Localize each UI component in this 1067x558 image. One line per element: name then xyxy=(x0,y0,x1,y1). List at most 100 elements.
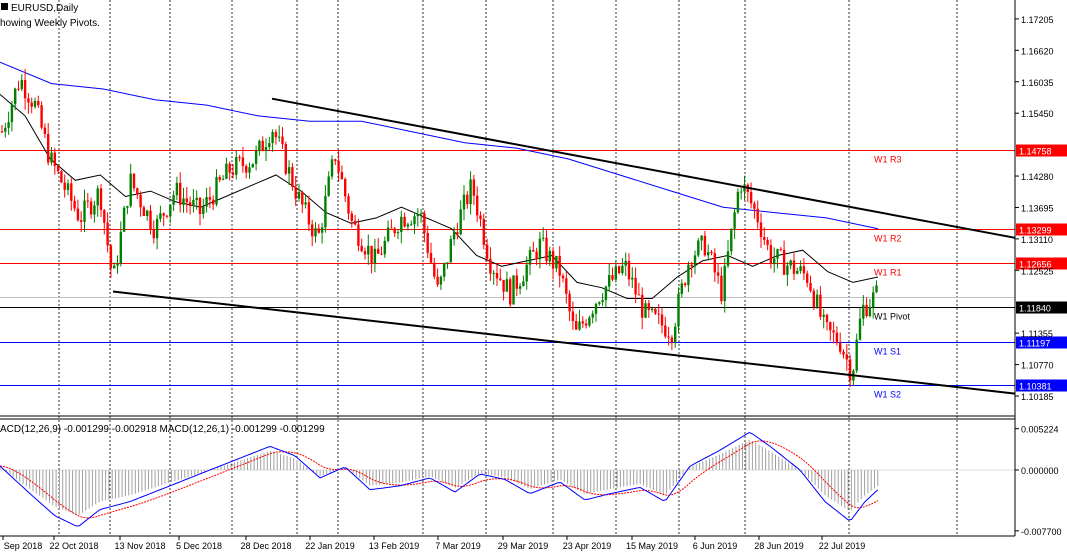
candle xyxy=(320,222,324,244)
candle xyxy=(7,111,10,135)
candle xyxy=(122,205,126,233)
candle xyxy=(195,190,198,210)
candle xyxy=(162,212,165,227)
candle xyxy=(221,175,225,181)
candle xyxy=(779,247,782,252)
candle xyxy=(581,316,584,328)
candle xyxy=(70,178,73,211)
candle xyxy=(363,247,367,260)
candle xyxy=(324,184,327,233)
candle xyxy=(406,222,410,231)
candle xyxy=(139,191,142,217)
candle xyxy=(575,314,578,331)
candle xyxy=(476,186,479,223)
candle xyxy=(76,199,80,222)
pivot-price-tag xyxy=(1016,257,1067,270)
macd-signal-line xyxy=(0,440,879,519)
time-tick-label: 6 Jun 2019 xyxy=(693,541,738,551)
candle xyxy=(558,246,561,288)
candle xyxy=(17,80,20,91)
candle xyxy=(594,302,598,322)
candle xyxy=(845,343,848,371)
candle xyxy=(872,286,875,319)
macd-header: ACD(12,26,9) -0.001299 -0.002918 MACD(12… xyxy=(0,424,325,435)
candle xyxy=(419,209,423,223)
candle xyxy=(654,307,657,315)
candle xyxy=(129,163,132,208)
pivot-price-text: 1.14758 xyxy=(1019,147,1052,157)
candle xyxy=(347,193,350,220)
candle xyxy=(225,157,228,180)
candle xyxy=(113,262,116,269)
candle xyxy=(56,164,60,174)
time-axis: Sep 2018 22 Oct 2018 13 Nov 2018 5 Dec 2018… xyxy=(2,536,865,551)
candle xyxy=(697,237,700,258)
candle xyxy=(53,147,56,175)
candle xyxy=(208,186,212,209)
candle xyxy=(40,101,43,130)
candle xyxy=(330,155,334,180)
candle xyxy=(281,127,284,149)
candle xyxy=(647,299,650,318)
pivot-label: W1 Pivot xyxy=(874,312,911,322)
candle xyxy=(703,230,707,257)
moving-averages xyxy=(0,61,879,299)
candle xyxy=(274,129,278,145)
macd-tick-label: 0.000000 xyxy=(1021,466,1059,476)
candle xyxy=(532,241,535,252)
pivot-label: W1 S1 xyxy=(874,347,901,357)
candle xyxy=(165,214,169,219)
pivot-label: W1 R1 xyxy=(874,268,902,278)
candle xyxy=(707,244,710,261)
candle xyxy=(410,220,413,226)
candle xyxy=(565,271,568,304)
candle xyxy=(522,275,525,287)
candle xyxy=(832,321,835,344)
candle xyxy=(535,247,538,266)
candle xyxy=(614,259,617,283)
candle xyxy=(822,309,825,329)
pivot-price-tag xyxy=(1016,301,1067,314)
candle xyxy=(518,283,522,295)
price-tick-label: 1.10770 xyxy=(1021,361,1054,371)
pivot-price-text: 1.11840 xyxy=(1019,304,1051,314)
candle xyxy=(142,205,146,217)
pivot-label: W1 R3 xyxy=(874,155,902,165)
candle xyxy=(555,255,558,273)
candle xyxy=(624,252,627,277)
candle xyxy=(759,213,763,248)
candle xyxy=(241,146,245,173)
candle xyxy=(865,297,868,318)
candle xyxy=(93,200,96,223)
candle xyxy=(548,246,551,266)
candle xyxy=(271,129,274,152)
candle xyxy=(175,176,179,201)
candle xyxy=(14,87,17,111)
candle xyxy=(119,221,122,267)
pivot-price-text: 1.11197 xyxy=(1019,339,1050,349)
candle xyxy=(202,198,205,219)
pivot-price-text: 1.13299 xyxy=(1019,226,1052,236)
candle xyxy=(188,196,192,215)
time-tick-label: Sep 2018 xyxy=(4,541,43,551)
candle xyxy=(416,208,419,227)
candle xyxy=(680,279,683,298)
candle xyxy=(670,335,674,351)
candle xyxy=(561,273,565,283)
candle xyxy=(710,250,713,256)
time-tick-label: 7 Mar 2019 xyxy=(435,541,481,551)
vertical-grid xyxy=(58,0,958,536)
candle xyxy=(829,321,832,341)
candle xyxy=(598,301,601,306)
candle xyxy=(228,161,231,181)
candle xyxy=(825,313,829,331)
candle xyxy=(367,234,370,265)
time-tick-label: 15 May 2019 xyxy=(626,541,678,551)
candle xyxy=(786,262,789,287)
candle xyxy=(327,171,330,197)
pivot-price-tag xyxy=(1016,144,1067,157)
candle xyxy=(733,208,736,239)
candle xyxy=(192,189,195,213)
candle xyxy=(383,236,386,258)
candle xyxy=(63,174,66,198)
